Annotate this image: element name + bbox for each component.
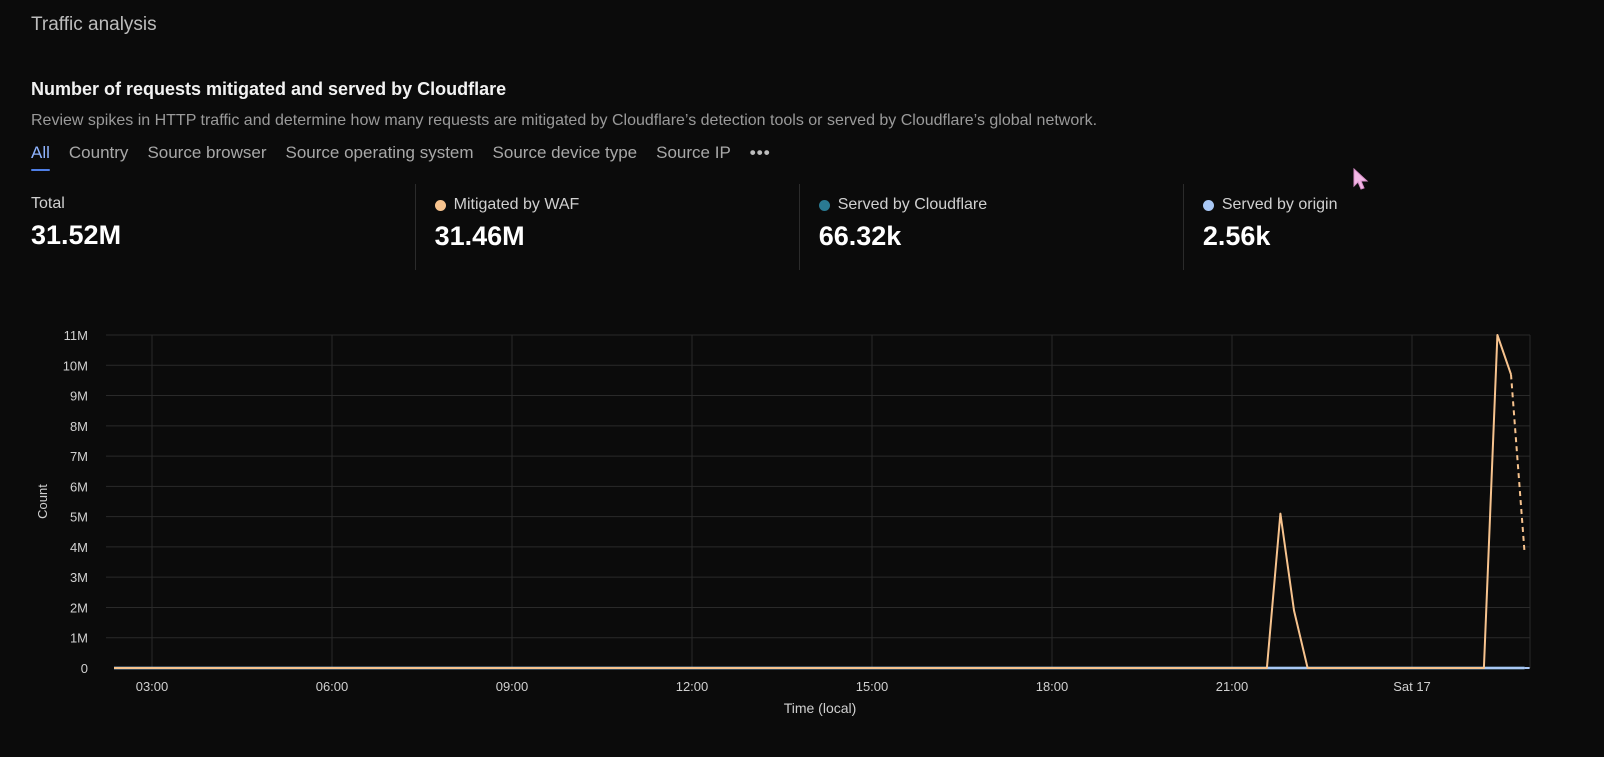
stat-cloudflare-value: 66.32k	[818, 221, 902, 251]
legend-dot-icon	[434, 199, 446, 211]
stat-origin-label-text: Served by origin	[1221, 196, 1338, 213]
more-tabs-button[interactable]: •••	[749, 143, 771, 162]
tab-source-browser[interactable]: Source browser	[147, 143, 267, 162]
x-tick-label: 21:00	[1216, 679, 1249, 694]
stat-total-value: 31.52M	[31, 220, 122, 250]
x-tick-label: 12:00	[676, 679, 709, 694]
y-tick-label: 2M	[70, 600, 88, 615]
y-tick-label: 7M	[70, 449, 88, 464]
stat-origin-value: 2.56k	[1202, 221, 1271, 251]
y-tick-label: 6M	[70, 479, 88, 494]
x-tick-label: 18:00	[1036, 679, 1069, 694]
y-tick-label: 9M	[70, 389, 88, 404]
x-tick-label: 06:00	[316, 679, 349, 694]
card-title: Number of requests mitigated and served …	[31, 79, 507, 99]
stat-served-by-cloudflare[interactable]: Served by Cloudflare 66.32k	[798, 184, 1183, 270]
y-tick-label: 4M	[70, 540, 88, 555]
chart-series	[114, 334, 1530, 670]
stat-mitigated-by-waf[interactable]: Mitigated by WAF 31.46M	[414, 184, 799, 270]
series-line	[114, 334, 1512, 669]
y-tick-label: 10M	[63, 358, 88, 373]
y-tick-label: 8M	[70, 419, 88, 434]
y-axis-ticks: 0 1M 2M 3M 4M 5M 6M 7M 8M 9M 10M 11M	[63, 328, 88, 676]
summary-stats: Total 31.52M Mitigated by WAF 31.46M Ser…	[31, 184, 1567, 270]
x-tick-label: 15:00	[856, 679, 889, 694]
stat-total-label-text: Total	[31, 195, 65, 212]
tab-source-device-type[interactable]: Source device type	[492, 143, 638, 162]
x-axis-label: Time (local)	[784, 700, 857, 716]
chart-grid	[106, 334, 1531, 668]
legend-dot-icon	[1202, 199, 1214, 211]
tab-source-ip[interactable]: Source IP	[656, 143, 731, 162]
stat-served-by-origin[interactable]: Served by origin 2.56k	[1182, 184, 1567, 270]
stat-cloudflare-label: Served by Cloudflare	[818, 196, 1183, 214]
stat-mitigated-value: 31.46M	[434, 221, 525, 251]
breakdown-tabs: All Country Source browser Source operat…	[31, 143, 771, 171]
y-tick-label: 0	[81, 661, 88, 676]
y-tick-label: 1M	[70, 631, 88, 646]
series-projected-line	[1510, 374, 1526, 554]
y-tick-label: 11M	[64, 328, 88, 343]
y-axis-label: Count	[35, 484, 50, 519]
mouse-cursor-icon	[1353, 168, 1369, 190]
tab-source-operating-system[interactable]: Source operating system	[285, 143, 474, 162]
x-tick-label: Sat 17	[1393, 679, 1431, 694]
stat-total-label: Total	[31, 195, 415, 213]
stat-total[interactable]: Total 31.52M	[31, 184, 415, 270]
tab-country[interactable]: Country	[68, 143, 129, 162]
stat-origin-label: Served by origin	[1202, 196, 1567, 214]
x-tick-label: 09:00	[496, 679, 529, 694]
section-title: Traffic analysis	[31, 14, 157, 35]
stat-mitigated-label-text: Mitigated by WAF	[453, 196, 580, 213]
y-tick-label: 5M	[70, 510, 88, 525]
x-tick-label: 03:00	[136, 679, 169, 694]
traffic-line-chart[interactable]: 0 1M 2M 3M 4M 5M 6M 7M 8M 9M 10M 11M 03:00 06:00 09:0…	[0, 310, 1604, 730]
stat-mitigated-label: Mitigated by WAF	[434, 196, 799, 214]
y-tick-label: 3M	[70, 570, 88, 585]
legend-dot-icon	[818, 199, 830, 211]
x-axis-ticks: 03:00 06:00 09:00 12:00 15:00 18:00 21:00 Sat 1…	[136, 679, 1431, 694]
stat-cloudflare-label-text: Served by Cloudflare	[837, 196, 988, 213]
tab-all[interactable]: All	[31, 143, 50, 171]
card-description: Review spikes in HTTP traffic and determ…	[31, 112, 1098, 129]
